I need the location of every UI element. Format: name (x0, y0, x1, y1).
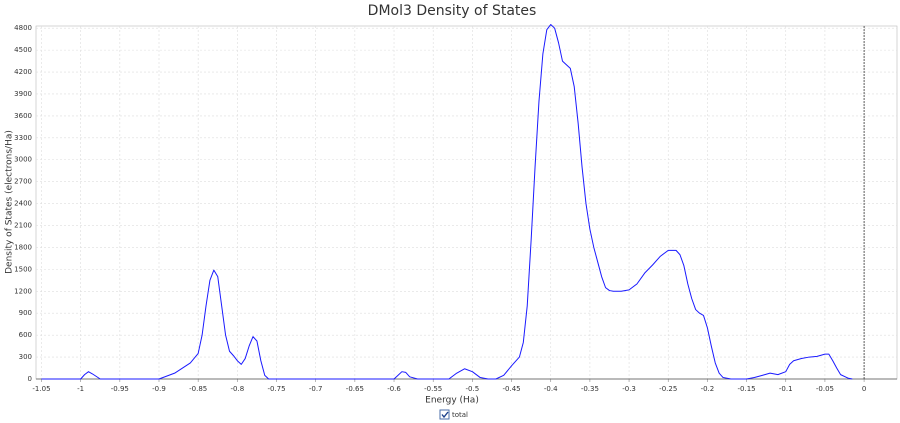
chart-title: DMol3 Density of States (368, 3, 537, 19)
y-tick-label: 4200 (14, 68, 32, 76)
y-tick-label: 3600 (14, 112, 32, 120)
y-tick-label: 300 (19, 353, 32, 361)
x-tick-label: -0.9 (152, 385, 166, 393)
x-tick-label: -0.3 (622, 385, 636, 393)
x-tick-label: -0.95 (111, 385, 129, 393)
x-tick-label: -0.2 (701, 385, 715, 393)
y-tick-label: 2700 (14, 178, 32, 186)
x-tick-label: -0.4 (544, 385, 558, 393)
y-tick-label: 1800 (14, 243, 32, 251)
x-tick-label: -1 (77, 385, 84, 393)
x-tick-label: -0.75 (267, 385, 285, 393)
y-tick-label: 900 (19, 309, 32, 317)
y-tick-label: 3000 (14, 156, 32, 164)
y-tick-label: 1200 (14, 287, 32, 295)
x-tick-label: 0 (862, 385, 866, 393)
x-tick-label: -0.15 (738, 385, 756, 393)
x-tick-label: -0.5 (466, 385, 480, 393)
x-tick-label: -0.7 (309, 385, 323, 393)
y-tick-label: 4800 (14, 24, 32, 32)
x-tick-label: -0.1 (779, 385, 793, 393)
x-tick-label: -0.6 (387, 385, 401, 393)
dos-line (41, 24, 853, 380)
y-tick-label: 600 (19, 331, 32, 339)
x-tick-label: -0.85 (189, 385, 207, 393)
x-tick-label: -0.35 (581, 385, 599, 393)
legend-checkbox[interactable] (439, 409, 450, 420)
plot-area (35, 25, 898, 380)
x-tick-label: -0.25 (659, 385, 677, 393)
x-tick-label: -0.55 (424, 385, 442, 393)
x-tick-label: -0.8 (231, 385, 245, 393)
y-tick-label: 3900 (14, 90, 32, 98)
y-tick-label: 3300 (14, 134, 32, 142)
legend-label: total (452, 411, 468, 419)
y-tick-label: 0 (28, 375, 32, 383)
y-tick-label: 2400 (14, 200, 32, 208)
y-tick-label: 1500 (14, 265, 32, 273)
y-tick-label: 2100 (14, 222, 32, 230)
checkbox-check (441, 411, 449, 419)
x-tick-label: -0.05 (816, 385, 834, 393)
x-tick-label: -0.65 (346, 385, 364, 393)
y-axis-label: Density of States (electrons/Ha) (5, 130, 15, 274)
x-tick-label: -0.45 (502, 385, 520, 393)
x-axis-label: Energy (Ha) (425, 396, 479, 406)
x-tick-label: -1.05 (32, 385, 50, 393)
y-tick-label: 4500 (14, 46, 32, 54)
